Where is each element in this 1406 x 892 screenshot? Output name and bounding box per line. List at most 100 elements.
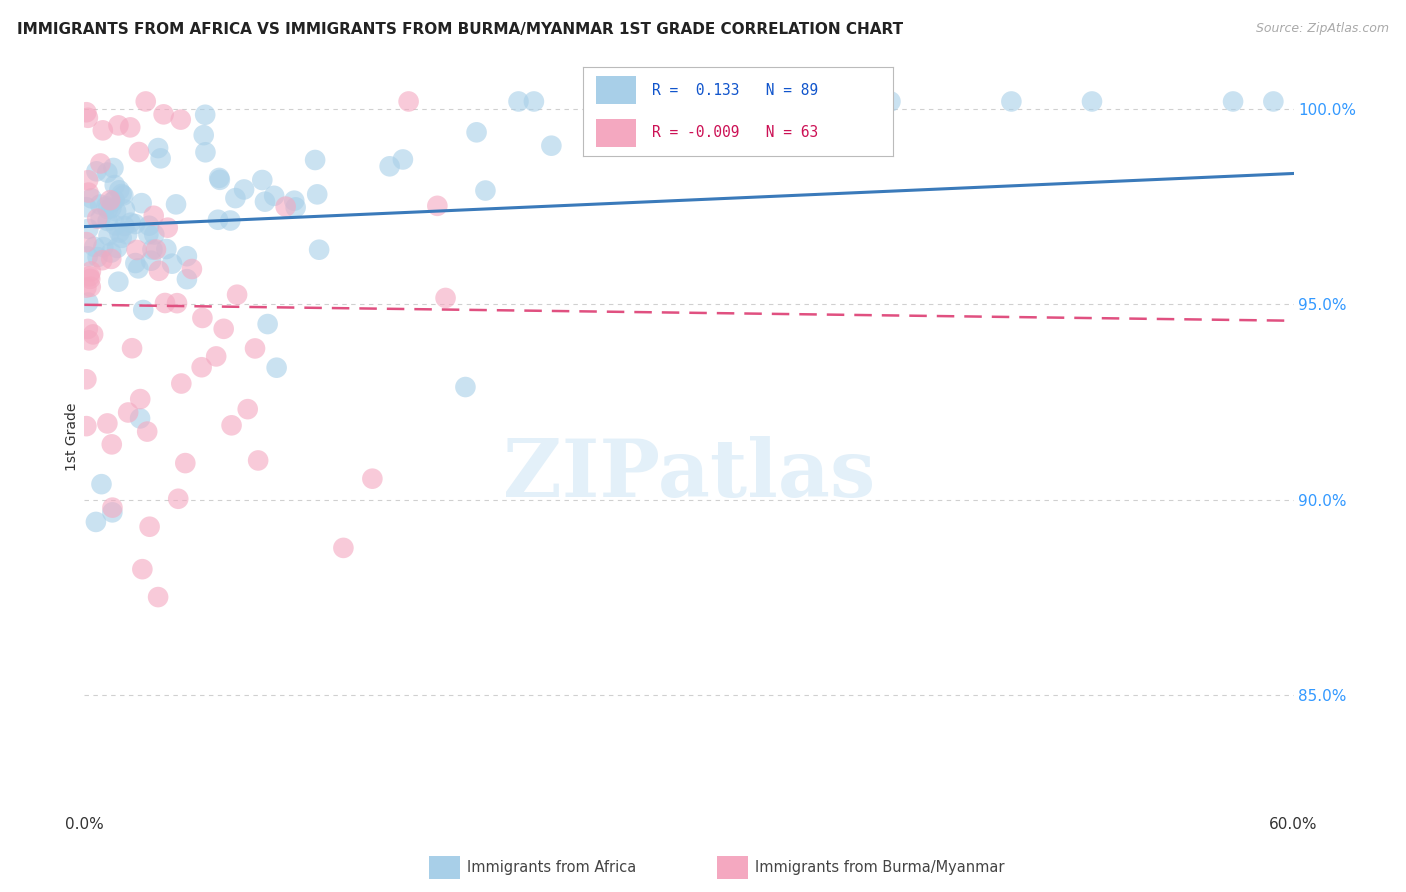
- Point: [190, 360, 212, 375]
- Point: [167, 491, 190, 506]
- Point: [105, 241, 128, 255]
- Point: [378, 159, 401, 173]
- Point: [104, 193, 127, 207]
- Point: [146, 141, 169, 155]
- Point: [153, 296, 176, 310]
- Point: [266, 360, 288, 375]
- Point: [86, 164, 108, 178]
- Point: [89, 156, 111, 170]
- Point: [83, 240, 105, 254]
- Point: [139, 253, 162, 268]
- Point: [93, 240, 115, 254]
- Point: [80, 264, 103, 278]
- Point: [243, 342, 266, 356]
- Point: [207, 212, 229, 227]
- Point: [252, 173, 274, 187]
- Point: [508, 95, 530, 109]
- Point: [90, 211, 112, 226]
- Text: Immigrants from Burma/Myanmar: Immigrants from Burma/Myanmar: [755, 860, 1004, 874]
- Point: [100, 201, 122, 215]
- Point: [256, 317, 278, 331]
- Text: ZIPatlas: ZIPatlas: [503, 435, 875, 514]
- Point: [263, 189, 285, 203]
- Point: [138, 519, 160, 533]
- Point: [193, 128, 215, 142]
- Point: [101, 505, 124, 519]
- Point: [98, 193, 121, 207]
- Point: [160, 257, 183, 271]
- Point: [91, 253, 114, 268]
- Point: [174, 456, 197, 470]
- Point: [132, 303, 155, 318]
- Point: [84, 515, 107, 529]
- Point: [77, 334, 100, 348]
- Point: [75, 372, 97, 386]
- Point: [90, 477, 112, 491]
- Point: [307, 187, 329, 202]
- Point: [142, 209, 165, 223]
- Point: [138, 219, 160, 233]
- Point: [1263, 95, 1285, 109]
- Point: [274, 200, 297, 214]
- Point: [124, 256, 146, 270]
- Point: [166, 296, 188, 310]
- Point: [82, 327, 104, 342]
- Point: [135, 95, 157, 109]
- Point: [224, 191, 246, 205]
- Point: [111, 231, 134, 245]
- Point: [673, 95, 696, 109]
- Point: [79, 269, 101, 284]
- Point: [304, 153, 326, 167]
- Point: [77, 186, 100, 200]
- Point: [332, 541, 354, 555]
- Point: [165, 197, 187, 211]
- Point: [96, 417, 118, 431]
- Text: R = -0.009   N = 63: R = -0.009 N = 63: [651, 126, 818, 140]
- FancyBboxPatch shape: [596, 119, 636, 147]
- Point: [474, 184, 496, 198]
- Point: [112, 188, 135, 202]
- Point: [156, 220, 179, 235]
- Point: [465, 125, 488, 139]
- Point: [97, 202, 120, 216]
- Point: [247, 453, 270, 467]
- Point: [80, 280, 103, 294]
- Point: [108, 183, 131, 197]
- Point: [136, 425, 159, 439]
- Point: [114, 202, 136, 217]
- Point: [1081, 95, 1104, 109]
- Point: [96, 165, 118, 179]
- Point: [208, 173, 231, 187]
- Point: [219, 213, 242, 227]
- Point: [253, 194, 276, 209]
- Point: [112, 219, 135, 233]
- Point: [77, 173, 100, 187]
- Text: IMMIGRANTS FROM AFRICA VS IMMIGRANTS FROM BURMA/MYANMAR 1ST GRADE CORRELATION CH: IMMIGRANTS FROM AFRICA VS IMMIGRANTS FRO…: [17, 22, 903, 37]
- Point: [205, 350, 228, 364]
- Point: [176, 272, 198, 286]
- Point: [145, 243, 167, 257]
- Point: [125, 243, 148, 257]
- Point: [97, 228, 120, 243]
- Point: [146, 590, 169, 604]
- Point: [155, 242, 177, 256]
- Point: [75, 105, 97, 120]
- Point: [86, 211, 108, 226]
- Point: [77, 111, 100, 125]
- Point: [105, 204, 128, 219]
- Text: Immigrants from Africa: Immigrants from Africa: [467, 860, 636, 874]
- Point: [104, 219, 127, 233]
- Point: [97, 214, 120, 228]
- Point: [426, 199, 449, 213]
- Point: [398, 95, 420, 109]
- Point: [149, 152, 172, 166]
- Point: [361, 472, 384, 486]
- Point: [233, 182, 256, 196]
- Point: [284, 200, 307, 214]
- Point: [75, 419, 97, 434]
- Point: [523, 95, 546, 109]
- Point: [129, 392, 152, 406]
- Point: [221, 418, 243, 433]
- Point: [308, 243, 330, 257]
- Point: [107, 275, 129, 289]
